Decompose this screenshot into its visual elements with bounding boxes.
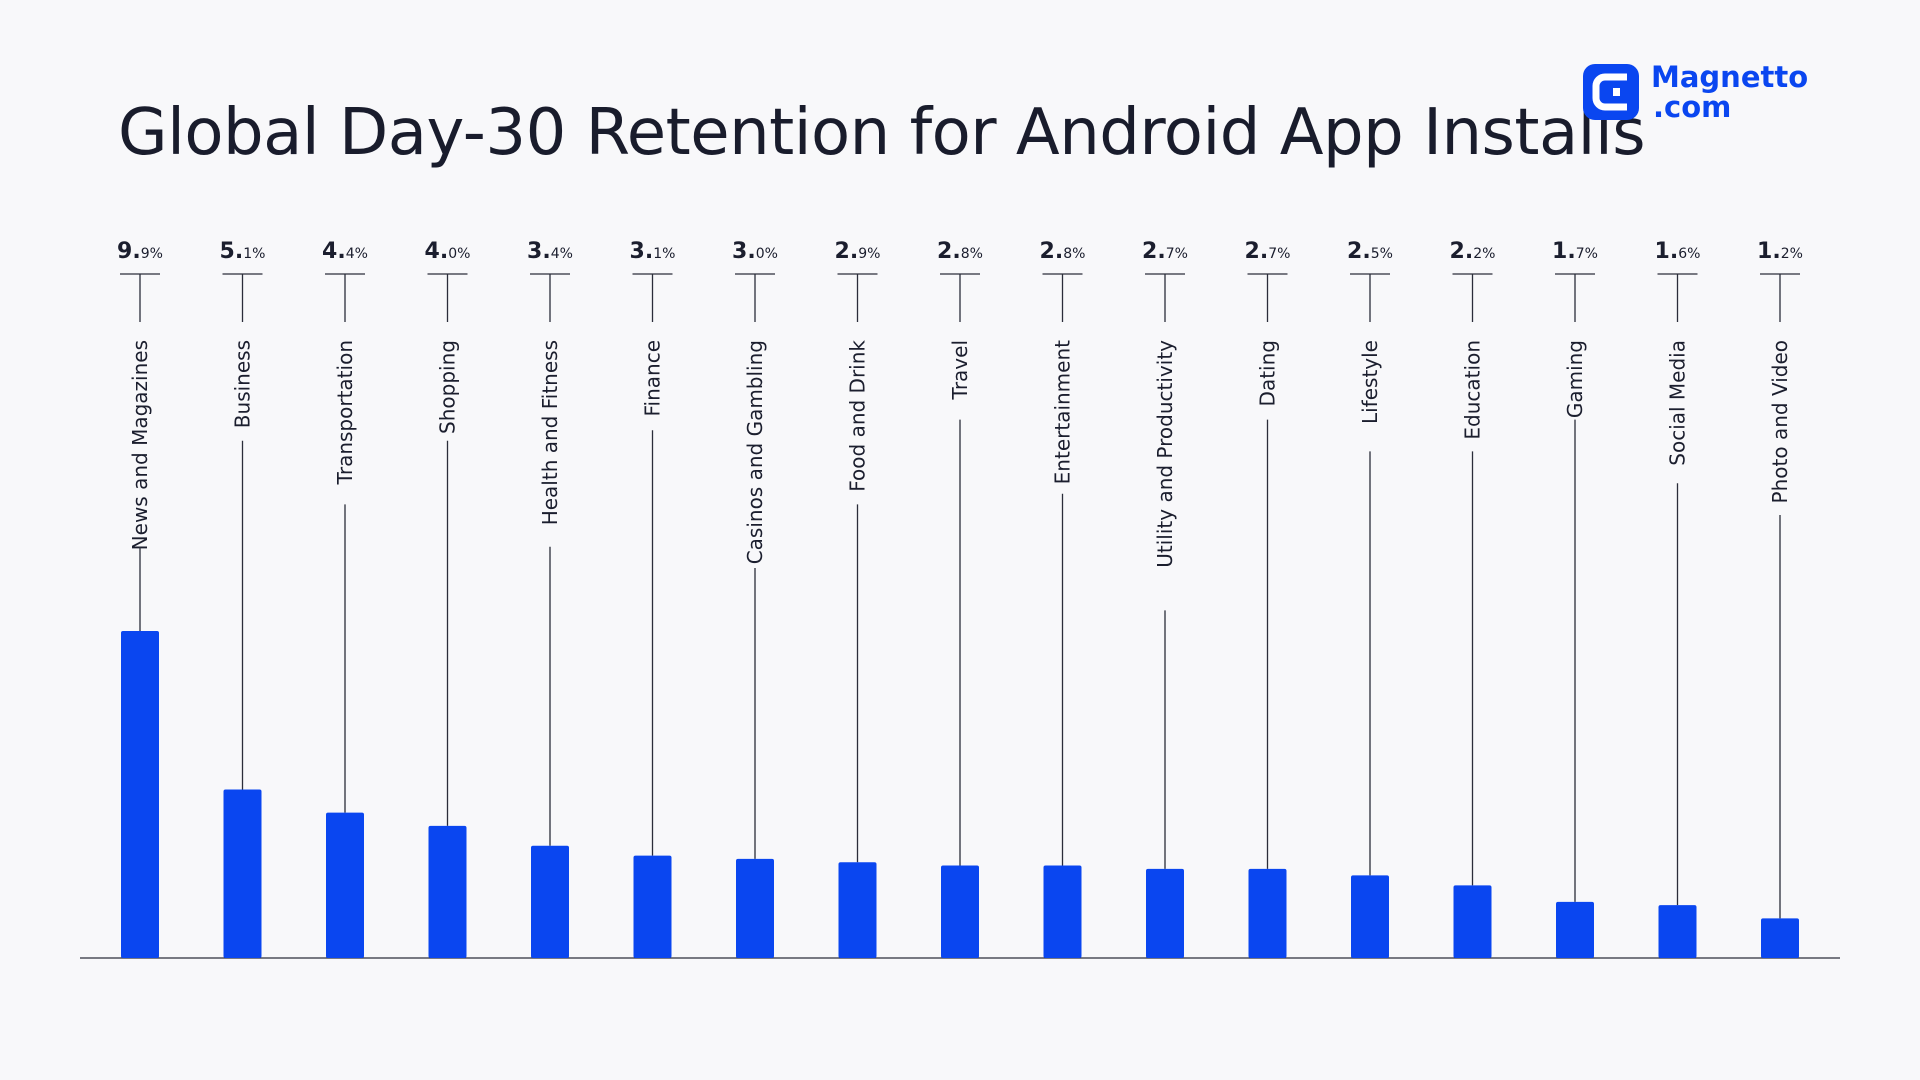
category-label: Travel <box>948 340 972 400</box>
brand-domain: .com <box>1653 90 1732 124</box>
category-label: Casinos and Gambling <box>743 340 767 564</box>
bar <box>633 855 672 958</box>
bar-group: 2.7% Utility and Productivity <box>1142 239 1188 958</box>
bar-group: 2.8% Entertainment <box>1040 239 1086 958</box>
value-label: 2.8% <box>937 239 983 264</box>
bar <box>736 858 774 958</box>
bar-group: 3.1% Finance <box>630 239 676 958</box>
bar-group: 5.1% Business <box>220 239 266 958</box>
value-label: 1.6% <box>1655 239 1701 264</box>
value-label: 2.2% <box>1450 239 1496 264</box>
category-label: Health and Fitness <box>538 340 562 525</box>
value-label: 3.1% <box>630 239 676 264</box>
bar-group: 1.2% Photo and Video <box>1757 239 1803 958</box>
bar-group: 3.0% Casinos and Gambling <box>732 239 778 958</box>
bar <box>838 862 877 958</box>
bar <box>1453 885 1492 958</box>
bar <box>1761 918 1799 958</box>
category-label: Transportation <box>333 340 357 485</box>
value-label: 1.2% <box>1757 239 1803 264</box>
bar-group: 2.5% Lifestyle <box>1347 239 1393 958</box>
value-label: 3.0% <box>732 239 778 264</box>
value-label: 2.9% <box>835 239 881 264</box>
bar <box>326 812 364 958</box>
bar-group: 9.9% News and Magazines <box>117 239 163 958</box>
value-label: 2.5% <box>1347 239 1393 264</box>
category-label: Entertainment <box>1051 340 1075 484</box>
bar-group: 2.7% Dating <box>1245 239 1291 958</box>
category-label: Finance <box>641 340 665 417</box>
bar <box>1043 865 1082 958</box>
bar <box>1658 905 1697 958</box>
bar-group: 1.7% Gaming <box>1552 239 1598 958</box>
bar-group: 2.2% Education <box>1450 239 1496 958</box>
bar <box>1351 875 1389 958</box>
value-label: 4.4% <box>322 239 368 264</box>
bar <box>1248 868 1287 958</box>
magnet-c-icon <box>1583 64 1639 120</box>
value-label: 9.9% <box>117 239 163 264</box>
bar <box>941 865 979 958</box>
brand-logo[interactable]: Magnetto .com <box>1583 62 1808 122</box>
category-label: Dating <box>1256 340 1280 406</box>
category-label: Gaming <box>1563 340 1587 418</box>
bar <box>223 789 262 958</box>
bar <box>1146 868 1184 958</box>
bar <box>531 845 569 958</box>
value-label: 2.7% <box>1245 239 1291 264</box>
bar <box>428 825 467 958</box>
category-label: Business <box>231 340 255 428</box>
brand-wordmark: Magnetto .com <box>1651 62 1808 122</box>
bar-group: 2.8% Travel <box>937 239 983 958</box>
category-label: Utility and Productivity <box>1153 340 1177 568</box>
category-label: Social Media <box>1666 340 1690 466</box>
value-label: 1.7% <box>1552 239 1598 264</box>
value-label: 2.7% <box>1142 239 1188 264</box>
bar-group: 1.6% Social Media <box>1655 239 1701 958</box>
category-label: Shopping <box>436 340 460 434</box>
bar-group: 2.9% Food and Drink <box>835 239 881 958</box>
bar <box>1556 901 1594 958</box>
category-label: Lifestyle <box>1358 340 1382 424</box>
bar-group: 4.4% Transportation <box>322 239 368 958</box>
category-label: Education <box>1461 340 1485 440</box>
bar-group: 3.4% Health and Fitness <box>527 239 573 958</box>
brand-name: Magnetto <box>1651 60 1809 94</box>
chart-title: Global Day-30 Retention for Android App … <box>118 96 1646 170</box>
value-label: 5.1% <box>220 239 266 264</box>
value-label: 4.0% <box>425 239 471 264</box>
value-label: 3.4% <box>527 239 573 264</box>
category-label: Food and Drink <box>846 340 870 492</box>
category-label: Photo and Video <box>1768 340 1792 503</box>
value-label: 2.8% <box>1040 239 1086 264</box>
bar-group: 4.0% Shopping <box>425 239 471 958</box>
bar <box>121 631 159 958</box>
category-label: News and Magazines <box>128 340 152 550</box>
